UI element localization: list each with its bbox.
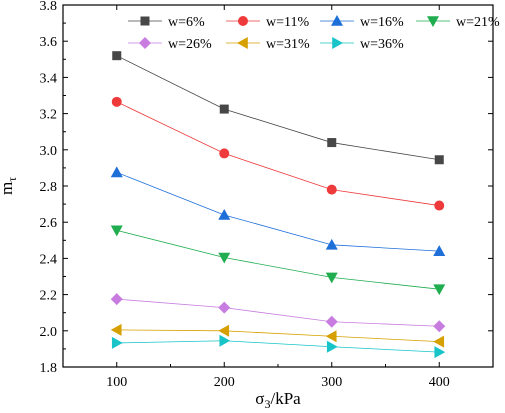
legend-marker <box>427 16 439 27</box>
data-point <box>110 166 123 178</box>
legend-item: w=21% <box>416 15 500 30</box>
legend-item: w=26% <box>128 37 212 52</box>
data-point <box>219 334 231 347</box>
series-line <box>116 101 440 206</box>
data-point <box>327 138 337 148</box>
data-point <box>219 104 229 114</box>
legend-label: w=36% <box>360 37 404 52</box>
data-point <box>111 336 123 349</box>
legend-label: w=31% <box>266 37 310 52</box>
legend-label: w=21% <box>456 15 500 30</box>
data-point <box>433 320 446 333</box>
x-axis-label: σ3/kPa <box>255 389 301 411</box>
legend-item: w=31% <box>226 37 310 52</box>
legend-item: w=11% <box>226 15 309 30</box>
data-point <box>325 330 337 343</box>
legend-marker <box>332 37 343 49</box>
data-point <box>218 324 230 337</box>
x-tick-label: 400 <box>429 375 450 390</box>
x-tick-label: 100 <box>106 375 127 390</box>
data-point <box>434 155 444 165</box>
data-point <box>218 208 231 220</box>
plot-area <box>62 4 494 368</box>
legend-marker <box>140 16 150 26</box>
legend-label: w=26% <box>168 37 212 52</box>
legend-marker <box>237 37 248 49</box>
legend-label: w=11% <box>266 15 309 30</box>
data-point <box>433 335 445 348</box>
x-tick-label: 200 <box>214 375 235 390</box>
y-tick-label: 2.4 <box>40 252 58 267</box>
legend: w=6% w=11% w=16% w=21% w=26% w=31% w=36% <box>128 15 500 52</box>
data-point <box>218 301 231 314</box>
series-line <box>116 229 440 290</box>
data-point <box>112 51 122 61</box>
legend-label: w=16% <box>360 15 404 30</box>
legend-marker <box>139 37 151 49</box>
data-point <box>219 148 230 159</box>
series-w=21% <box>110 225 446 296</box>
data-point <box>325 315 338 328</box>
y-tick-label: 1.8 <box>40 361 58 376</box>
series-w=36% <box>111 334 446 359</box>
legend-label: w=6% <box>168 15 205 30</box>
y-tick-label: 3.8 <box>40 0 58 14</box>
legend-item: w=36% <box>320 37 404 52</box>
data-point <box>433 284 446 296</box>
series-w=31% <box>110 323 445 348</box>
data-point <box>111 96 122 107</box>
series-line <box>116 172 440 252</box>
series-line <box>116 329 440 343</box>
data-point <box>434 200 445 211</box>
data-point <box>218 252 231 264</box>
data-point <box>325 238 338 250</box>
data-point <box>325 272 338 284</box>
axes: 100 200 300 400 1.8 2.0 2.2 2.4 2.6 2.8 3.0 3.2 3.4 3… <box>40 0 494 390</box>
y-tick-label: 2.8 <box>40 180 58 195</box>
y-tick-label: 3.2 <box>40 108 58 123</box>
series-line <box>116 55 440 161</box>
series-w=26% <box>110 293 446 333</box>
data-point <box>326 184 337 195</box>
legend-marker <box>331 15 343 26</box>
data-point <box>110 225 123 237</box>
plot-frame <box>62 4 494 368</box>
data-point <box>434 346 446 359</box>
legend-item: w=6% <box>128 15 205 30</box>
data-point <box>326 340 338 353</box>
x-tick-label: 300 <box>321 375 342 390</box>
y-tick-label: 3.0 <box>40 144 58 159</box>
series-line <box>116 298 440 327</box>
data-point <box>433 245 446 256</box>
series-w=11% <box>111 96 445 211</box>
y-tick-label: 2.2 <box>40 289 58 304</box>
data-point <box>110 293 123 306</box>
series-group <box>110 51 446 359</box>
series-w=6% <box>112 51 444 165</box>
legend-marker <box>238 16 248 26</box>
series-w=16% <box>110 166 446 256</box>
y-axis-label: mτ <box>0 177 19 195</box>
legend-item: w=16% <box>320 15 404 30</box>
y-tick-label: 2.0 <box>40 325 58 340</box>
y-tick-label: 2.6 <box>40 216 58 231</box>
y-tick-label: 3.6 <box>40 35 58 50</box>
y-tick-label: 3.4 <box>40 71 58 86</box>
series-line <box>116 340 440 353</box>
data-point <box>110 323 122 336</box>
